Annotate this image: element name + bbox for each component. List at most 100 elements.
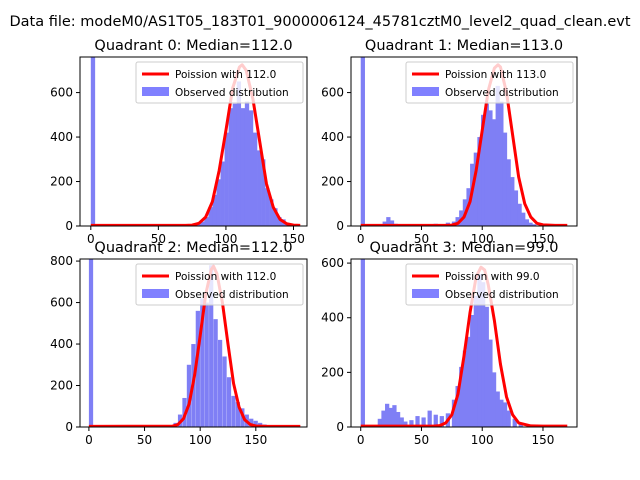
histogram-bar [217, 339, 223, 427]
histogram-bar [235, 402, 241, 427]
histogram-bar [385, 403, 390, 427]
histogram-bar [455, 386, 460, 427]
y-tick-label: 400 [321, 130, 344, 144]
histogram-bar [360, 57, 365, 226]
histogram-bar [236, 81, 242, 226]
histogram-bar [517, 203, 522, 226]
axes-frame [79, 56, 308, 227]
histogram-bar [273, 208, 278, 226]
histogram-bar [481, 114, 486, 226]
x-tick-label: 0 [87, 232, 95, 246]
y-tick-label: 200 [321, 175, 344, 189]
legend-hist-swatch [412, 87, 439, 96]
legend: Poission with 99.0 Observed distribution [405, 263, 574, 306]
legend-hist-label: Observed distribution [175, 87, 289, 99]
histogram-bar [204, 217, 209, 226]
histogram-bar [528, 222, 533, 226]
histogram-bar [502, 402, 508, 427]
axes-title: Quadrant 2: Median=112.0 [94, 240, 292, 256]
axes-title: Quadrant 3: Median=99.0 [370, 240, 559, 256]
legend-hist-label: Observed distribution [175, 289, 289, 301]
histogram-bar [186, 364, 192, 427]
x-tick-label: 0 [357, 433, 365, 447]
histogram-bar [88, 259, 94, 427]
histogram-bar [244, 101, 250, 226]
legend-line-label: Poission with 112.0 [175, 69, 276, 81]
legend-line-label: Poission with 113.0 [445, 69, 546, 81]
x-tick-label: 0 [85, 433, 93, 447]
histogram-bar [377, 418, 382, 427]
legend-hist-label: Observed distribution [445, 289, 559, 301]
histogram-bar [491, 119, 497, 226]
axes-frame [350, 258, 578, 428]
histogram-bar [459, 366, 464, 427]
histogram-bar [451, 399, 457, 427]
y-tick-label: 600 [321, 86, 344, 100]
y-tick-label: 200 [321, 365, 344, 379]
axes-frame [350, 56, 578, 227]
histogram-bar [532, 224, 537, 226]
histogram-bar [265, 188, 270, 226]
histogram-bar [388, 407, 393, 427]
legend-hist-label: Observed distribution [445, 87, 559, 99]
x-tick-label: 0 [357, 232, 365, 246]
quadrant-1-axes: 0 50 100 150 0 200 400 600 Quadrant 1: Median=11… [321, 38, 578, 246]
histogram-bar [257, 150, 262, 226]
x-tick-label: 150 [532, 232, 555, 246]
histogram-bar [506, 410, 511, 427]
histogram-bar [491, 372, 497, 427]
histogram-bar [228, 108, 233, 226]
histogram-bar [277, 217, 282, 226]
histogram-bar [200, 298, 205, 427]
histogram-bar [90, 57, 96, 226]
histogram-bar [220, 161, 225, 226]
y-tick-label: 600 [50, 296, 73, 310]
x-tick-label: 100 [189, 433, 212, 447]
histogram-bar [226, 377, 232, 427]
histogram-bar [224, 132, 229, 226]
y-tick-label: 400 [321, 311, 344, 325]
x-tick-label: 50 [414, 232, 429, 246]
histogram-bar [462, 350, 468, 427]
y-tick-label: 400 [50, 337, 73, 351]
histogram-bar [506, 159, 511, 226]
histogram-bar [222, 356, 227, 427]
histogram-bar [421, 417, 426, 427]
legend-hist-swatch [142, 289, 169, 298]
x-tick-label: 150 [532, 433, 555, 447]
y-tick-label: 600 [50, 86, 73, 100]
legend: Poission with 113.0 Observed distribution [405, 61, 574, 104]
histogram-bar [488, 339, 493, 427]
histogram-bar [409, 420, 414, 427]
histogram-bar [427, 410, 432, 427]
histogram-bar [403, 421, 408, 427]
histogram-bar [269, 199, 274, 226]
y-tick-label: 0 [336, 219, 344, 233]
y-tick-label: 0 [336, 420, 344, 434]
histogram-bar [470, 315, 475, 427]
x-tick-label: 100 [471, 433, 494, 447]
x-tick-label: 100 [471, 232, 494, 246]
histogram-bar [249, 418, 254, 427]
y-tick-label: 800 [50, 254, 73, 268]
y-tick-label: 200 [50, 175, 73, 189]
legend-line-label: Poission with 99.0 [445, 271, 540, 283]
quadrant-2-axes: 0 50 100 150 0 200 400 600 800 Quadrant 2: Median… [50, 240, 308, 447]
histogram-bar [524, 219, 530, 226]
histogram-bar [473, 152, 478, 226]
histogram-bar [395, 411, 401, 427]
histogram-bar [495, 391, 500, 427]
histogram-bar [499, 101, 504, 226]
histogram-bar [261, 159, 266, 226]
quadrant-3-axes: 0 50 100 150 0 200 400 600 Quadrant 3: Median=99… [321, 240, 578, 447]
histogram-bar [433, 414, 438, 427]
histogram-bar [213, 319, 218, 427]
histogram-bar [521, 212, 526, 226]
y-tick-label: 600 [321, 256, 344, 270]
histogram-bar [212, 194, 217, 226]
histogram-bar [204, 302, 209, 427]
histogram-bar [360, 259, 365, 427]
histogram-bar [195, 310, 200, 427]
histogram-bar [231, 395, 236, 427]
